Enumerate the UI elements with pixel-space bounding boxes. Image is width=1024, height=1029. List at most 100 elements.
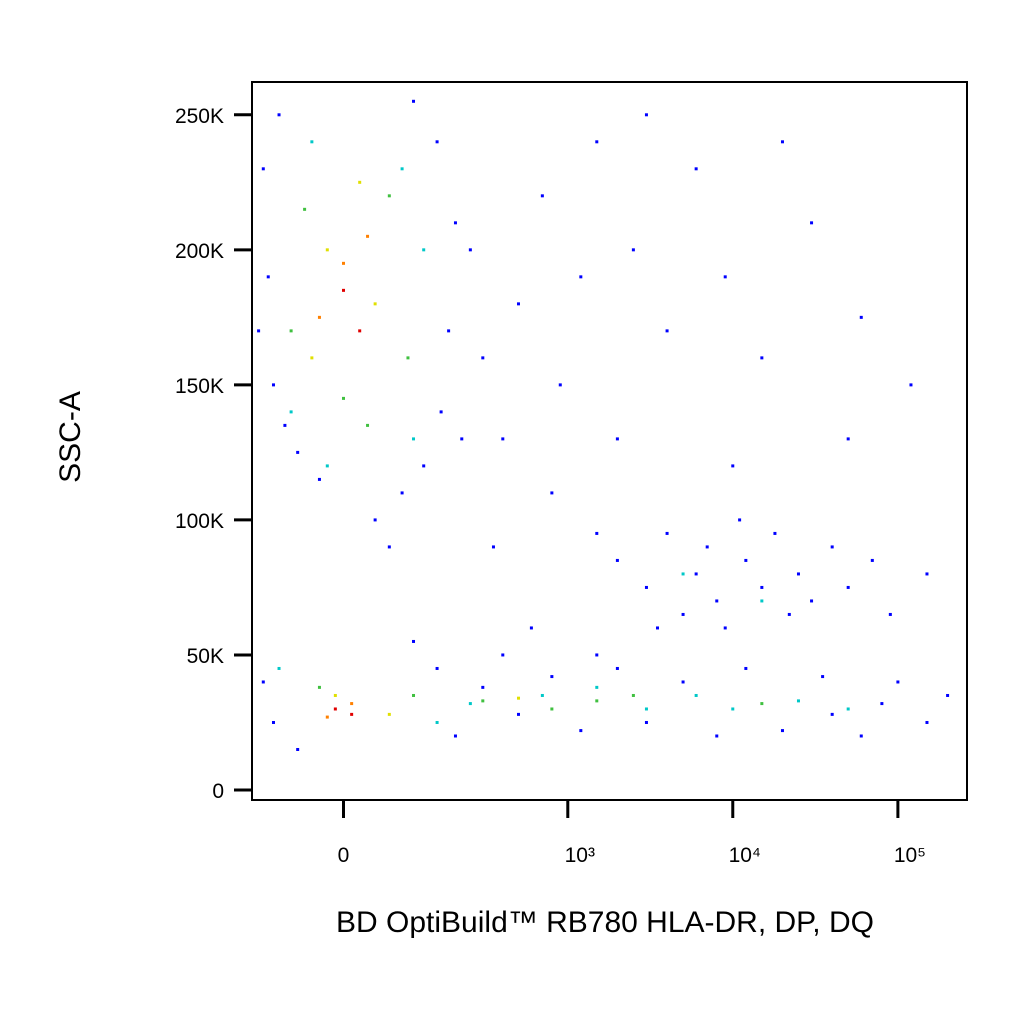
data-point — [435, 666, 439, 670]
data-point — [501, 437, 505, 441]
data-point — [859, 315, 863, 319]
data-point — [341, 396, 345, 400]
data-point — [615, 558, 619, 562]
data-point — [760, 702, 764, 706]
data-point — [400, 491, 404, 495]
data-point — [946, 693, 950, 697]
x-tick-label: 10⁴ — [729, 844, 761, 867]
data-point — [289, 329, 293, 333]
data-point — [516, 712, 520, 716]
data-point — [595, 140, 599, 144]
data-point — [387, 545, 391, 549]
data-point — [595, 685, 599, 689]
data-point — [644, 585, 648, 589]
data-point — [540, 693, 544, 697]
data-point — [595, 699, 599, 703]
data-point — [644, 113, 648, 117]
data-point — [317, 477, 321, 481]
data-point — [615, 666, 619, 670]
data-point — [558, 383, 562, 387]
data-point — [694, 693, 698, 697]
data-point — [665, 531, 669, 535]
data-point — [550, 707, 554, 711]
data-point — [460, 437, 464, 441]
data-point — [435, 140, 439, 144]
y-tick-label: 200K — [175, 240, 224, 263]
data-point — [373, 518, 377, 522]
data-point — [595, 653, 599, 657]
data-point — [830, 545, 834, 549]
data-point — [468, 248, 472, 252]
data-point — [412, 99, 416, 103]
data-point — [681, 612, 685, 616]
data-point — [358, 180, 362, 184]
data-point — [341, 261, 345, 265]
data-point — [310, 356, 314, 360]
data-point — [665, 329, 669, 333]
data-point — [296, 450, 300, 454]
data-point — [468, 702, 472, 706]
data-point — [925, 720, 929, 724]
plot-frame — [251, 81, 968, 801]
y-tick-label: 250K — [175, 105, 224, 128]
data-point — [925, 572, 929, 576]
y-tick-label: 50K — [187, 645, 224, 668]
data-point — [412, 693, 416, 697]
data-point — [787, 612, 791, 616]
data-point — [859, 734, 863, 738]
data-point — [846, 585, 850, 589]
data-point — [481, 685, 485, 689]
data-point — [453, 221, 457, 225]
data-point — [277, 666, 281, 670]
data-point — [447, 329, 451, 333]
data-point — [760, 356, 764, 360]
data-point — [366, 423, 370, 427]
data-point — [595, 531, 599, 535]
data-point — [780, 729, 784, 733]
data-point — [731, 707, 735, 711]
data-point — [261, 680, 265, 684]
data-point — [880, 702, 884, 706]
data-point — [821, 675, 825, 679]
data-point — [257, 329, 261, 333]
data-point — [723, 275, 727, 279]
data-point — [400, 167, 404, 171]
data-point — [773, 531, 777, 535]
data-point — [412, 437, 416, 441]
data-point — [796, 699, 800, 703]
data-point — [579, 275, 583, 279]
data-point — [422, 464, 426, 468]
data-point — [310, 140, 314, 144]
data-point — [631, 693, 635, 697]
x-tick-label: 0 — [338, 844, 350, 867]
data-point — [644, 720, 648, 724]
data-point — [540, 194, 544, 198]
x-tick-label: 10⁵ — [894, 844, 926, 867]
data-point — [406, 356, 410, 360]
data-point — [481, 356, 485, 360]
data-point — [261, 167, 265, 171]
data-point — [888, 612, 892, 616]
data-point — [631, 248, 635, 252]
data-point — [358, 329, 362, 333]
data-point — [744, 558, 748, 562]
y-tick-label: 100K — [175, 510, 224, 533]
data-point — [516, 696, 520, 700]
data-point — [412, 639, 416, 643]
data-point — [715, 599, 719, 603]
x-tick-label: 10³ — [565, 844, 595, 867]
data-point — [830, 712, 834, 716]
data-point — [453, 734, 457, 738]
y-tick-label: 150K — [175, 375, 224, 398]
data-point — [550, 491, 554, 495]
y-tick-label: 0 — [212, 780, 224, 803]
data-point — [516, 302, 520, 306]
data-point — [810, 599, 814, 603]
data-point — [615, 437, 619, 441]
data-point — [846, 707, 850, 711]
data-point — [681, 680, 685, 684]
data-point — [422, 248, 426, 252]
data-point — [870, 558, 874, 562]
data-point — [333, 693, 337, 697]
